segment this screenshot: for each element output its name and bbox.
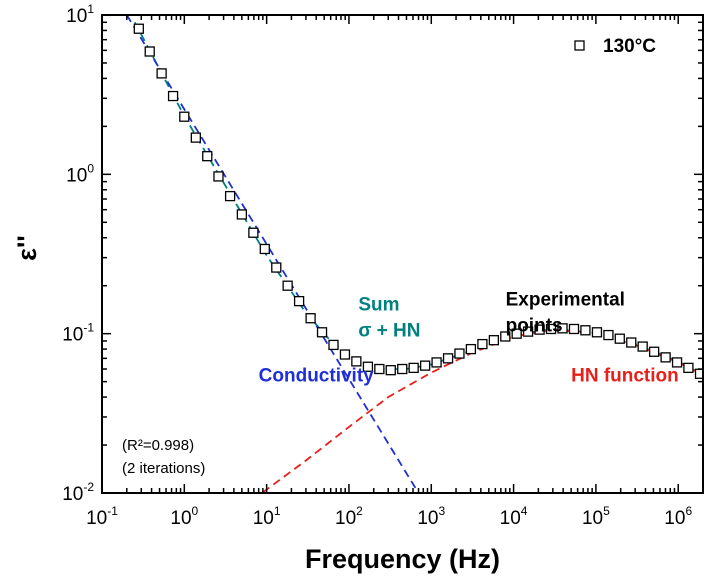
data-point: [236, 209, 248, 220]
series-line-3: [262, 328, 703, 493]
data-point: [202, 151, 213, 162]
data-point: [305, 313, 316, 324]
data-point: [385, 365, 396, 376]
data-point: [557, 323, 568, 334]
data-point: [465, 343, 477, 355]
x-tick-label: 100: [170, 504, 198, 529]
data-point: [431, 357, 442, 368]
axis-ticks: [101, 14, 704, 494]
fit-quality-note: (R²=0.998): [122, 437, 194, 454]
data-point: [271, 262, 282, 273]
x-tick-label: 103: [417, 504, 445, 529]
data-point: [511, 328, 522, 339]
data-point: [488, 335, 500, 346]
data-point: [671, 357, 683, 368]
legend-marker-open-square: [574, 40, 585, 51]
iterations-note: (2 iterations): [122, 460, 205, 477]
data-point: [362, 361, 374, 372]
data-point: [454, 348, 465, 359]
y-axis-title: ε'': [12, 235, 42, 261]
y-tick-label: 10-1: [62, 321, 94, 346]
data-point: [637, 341, 648, 352]
data-point: [408, 362, 419, 374]
data-point: [591, 327, 603, 338]
annotation-experimental: Experimental: [506, 290, 625, 311]
annotation-hn: HN function: [571, 366, 679, 387]
data-point: [190, 132, 201, 143]
data-point: [545, 323, 557, 335]
data-point: [419, 360, 431, 371]
data-point: [603, 329, 614, 341]
data-point: [351, 356, 362, 367]
data-point: [213, 171, 224, 182]
data-point: [328, 339, 339, 351]
x-tick-label: 104: [500, 504, 528, 529]
data-point: [500, 331, 511, 342]
data-point: [167, 90, 179, 102]
data-point: [534, 324, 545, 335]
x-tick-label: 10-1: [86, 504, 118, 529]
data-point: [224, 190, 236, 202]
data-point: [156, 68, 167, 79]
data-point: [614, 333, 625, 344]
data-point: [660, 352, 671, 363]
annotation-conductivity: Conductivity: [259, 366, 374, 387]
legend-label: 130°C: [603, 36, 656, 57]
data-point: [282, 280, 293, 291]
data-point: [374, 363, 385, 375]
fit-lines: [126, 15, 703, 493]
experimental-points: [133, 23, 704, 379]
data-point: [568, 323, 580, 335]
x-tick-label: 106: [664, 504, 692, 529]
x-axis-title: Frequency (Hz): [305, 544, 500, 574]
x-tick-label: 102: [335, 504, 363, 529]
data-point: [580, 325, 591, 336]
data-point: [133, 23, 144, 34]
plot-frame: [101, 14, 704, 494]
x-tick-label: 105: [582, 504, 610, 529]
data-point: [683, 362, 694, 374]
data-point: [397, 363, 408, 375]
x-tick-label: 101: [253, 504, 281, 529]
y-tick-label: 100: [66, 161, 94, 186]
data-point: [339, 349, 351, 360]
data-point: [626, 337, 637, 348]
annotation-sum: σ + HN: [358, 320, 420, 341]
data-point: [477, 338, 488, 350]
data-point: [648, 346, 660, 357]
annotation-experimental: points: [506, 316, 563, 337]
annotation-sum: Sum: [358, 294, 399, 315]
series-line-2: [126, 15, 420, 493]
data-point: [144, 46, 155, 57]
y-tick-label: 10-2: [62, 480, 94, 505]
legend: 130°C: [574, 36, 656, 57]
data-point: [248, 227, 259, 238]
data-point: [522, 326, 534, 337]
y-tick-label: 101: [66, 2, 94, 27]
data-point: [179, 111, 190, 122]
data-point: [293, 295, 305, 307]
data-point: [316, 327, 328, 338]
data-point: [259, 243, 270, 255]
data-point: [442, 353, 454, 364]
